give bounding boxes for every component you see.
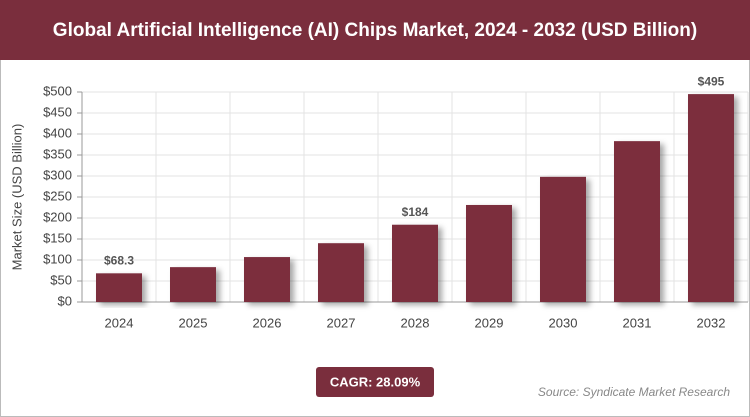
y-tick-label: $150 [43, 230, 72, 245]
bar [466, 204, 512, 302]
y-tick-label: $400 [43, 125, 72, 140]
chart-title: Global Artificial Intelligence (AI) Chip… [53, 20, 697, 41]
x-tick-label: 2029 [475, 315, 504, 330]
y-tick-label: $350 [43, 146, 72, 161]
bar [540, 176, 586, 302]
y-axis-label: Market Size (USD Billion) [9, 124, 24, 271]
x-tick-label: 2025 [179, 315, 208, 330]
cagr-label: CAGR: 28.09% [330, 374, 421, 389]
bar [96, 273, 142, 302]
y-tick-label: $50 [50, 272, 72, 287]
y-tick-label: $0 [58, 293, 72, 308]
x-tick-label: 2031 [623, 315, 652, 330]
x-tick-label: 2027 [327, 315, 356, 330]
bar [244, 257, 290, 302]
y-tick-label: $250 [43, 188, 72, 203]
value-label: $184 [402, 205, 429, 219]
x-tick-label: 2028 [401, 315, 430, 330]
y-tick-label: $100 [43, 251, 72, 266]
y-tick-label: $450 [43, 104, 72, 119]
cagr-box [316, 367, 434, 397]
value-label: $495 [698, 74, 725, 88]
x-tick-label: 2026 [253, 315, 282, 330]
bar [614, 141, 660, 302]
x-tick-label: 2030 [549, 315, 578, 330]
bar [318, 243, 364, 302]
bar [170, 267, 216, 302]
bar [392, 224, 438, 302]
x-tick-label: 2024 [105, 315, 134, 330]
x-tick-label: 2032 [697, 315, 726, 330]
y-tick-label: $500 [43, 83, 72, 98]
source: Source: Syndicate Market Research [538, 385, 730, 399]
y-tick-label: $300 [43, 167, 72, 182]
value-label: $68.3 [104, 253, 134, 267]
title-band [0, 0, 750, 60]
bar [688, 94, 734, 302]
y-tick-label: $200 [43, 209, 72, 224]
